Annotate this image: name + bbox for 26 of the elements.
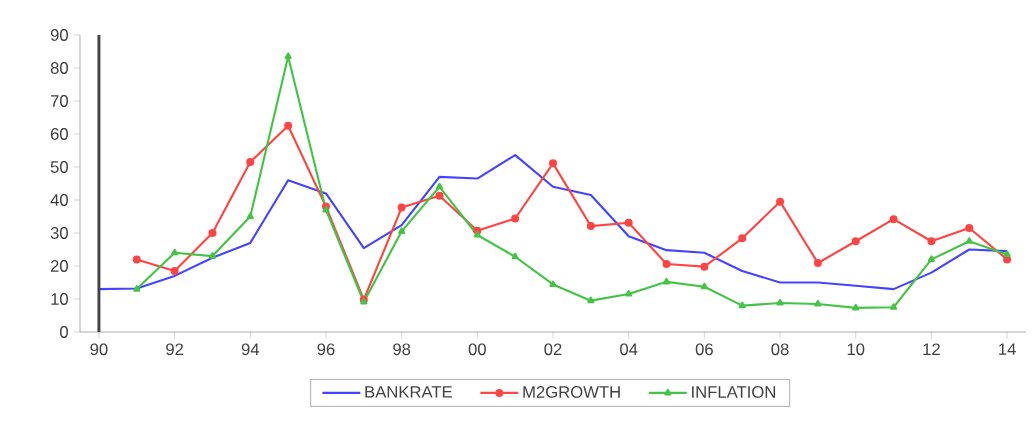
x-tick-label: 04	[620, 343, 638, 356]
y-tick-label: 60	[50, 128, 68, 140]
y-tick-label: 20	[50, 260, 68, 272]
x-tick-label: 94	[241, 343, 260, 356]
legend-label: BANKRATE	[365, 386, 452, 398]
y-tick-label: 50	[50, 161, 68, 173]
x-tick-label: 02	[544, 343, 562, 356]
x-tick-label: 98	[393, 343, 411, 356]
y-tick-label: 40	[50, 194, 68, 206]
x-tick-label: 12	[923, 343, 940, 356]
x-tick-label: 10	[847, 343, 865, 356]
y-tick-label: 0	[60, 326, 68, 338]
x-tick-label: 06	[695, 343, 713, 356]
x-tick-label: 90	[90, 343, 108, 356]
x-tick-label: 14	[999, 343, 1016, 355]
x-tick-label: 92	[166, 343, 184, 356]
legend-label: M2GROWTH	[523, 386, 620, 398]
y-tick-label: 10	[51, 293, 68, 305]
y-tick-label: 80	[50, 62, 68, 74]
x-tick-label: 96	[317, 343, 335, 356]
legend-label: INFLATION	[692, 386, 775, 398]
y-tick-label: 30	[50, 227, 68, 239]
x-tick-label: 08	[771, 343, 789, 356]
y-tick-label: 70	[50, 95, 68, 107]
x-tick-label: 00	[468, 343, 486, 356]
y-tick-label: 90	[50, 29, 68, 41]
